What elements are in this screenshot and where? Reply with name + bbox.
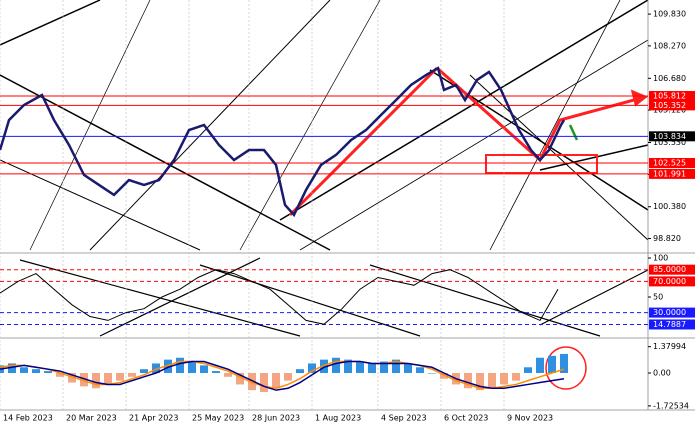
level-label: 101.991	[653, 169, 686, 178]
histogram-bar	[536, 357, 544, 373]
level-label: 14.7887	[653, 320, 686, 329]
histogram-bar	[212, 371, 220, 373]
x-tick-label: 4 Sep 2023	[381, 414, 427, 423]
histogram-bar	[236, 372, 244, 385]
histogram-bar	[152, 363, 160, 373]
histogram-bar	[8, 363, 16, 373]
histogram-bar	[404, 363, 412, 373]
y-tick-label: 98.820	[653, 234, 681, 243]
histogram-bar	[560, 353, 568, 373]
histogram-bar	[284, 372, 292, 381]
data-line	[0, 269, 559, 325]
level-label-box	[649, 158, 695, 169]
histogram-bar	[380, 361, 388, 373]
panel-frames	[0, 0, 695, 411]
histogram-bar	[464, 372, 472, 389]
x-tick-label: 20 Mar 2023	[66, 414, 117, 423]
level-label-box	[649, 90, 695, 101]
x-tick-label: 9 Nov 2023	[507, 414, 553, 423]
histogram-bar	[164, 359, 172, 373]
histogram-bar	[56, 372, 64, 377]
histogram-bar	[392, 359, 400, 373]
histogram-bar	[44, 371, 52, 373]
y-tick-label: -1.72534	[653, 401, 689, 410]
histogram-bar	[248, 372, 256, 391]
level-label: 103.834	[653, 132, 686, 141]
level-label: 85.0000	[653, 265, 686, 274]
histogram-bar	[416, 367, 424, 373]
histogram-bar	[260, 372, 268, 393]
level-label: 70.0000	[653, 277, 686, 286]
histogram-bar	[140, 369, 148, 373]
x-tick-label: 6 Oct 2023	[444, 414, 488, 423]
level-label-box	[649, 168, 695, 179]
indicator-line	[0, 360, 565, 391]
histogram-bar	[524, 367, 532, 373]
y-tick-label: 106.680	[653, 74, 686, 83]
histogram-bar	[320, 359, 328, 373]
histogram-bar	[296, 369, 304, 373]
histogram-bar	[176, 357, 184, 373]
y-tick-label: 108.270	[653, 41, 686, 50]
level-label-box	[649, 131, 695, 142]
y-tick-label: 100	[653, 254, 668, 263]
x-tick-label: 25 May 2023	[192, 414, 244, 423]
histogram-bar	[272, 372, 280, 389]
histogram-bar	[488, 372, 496, 389]
histogram-bar	[512, 372, 520, 381]
y-tick-label: 100.380	[653, 202, 686, 211]
histogram-bar	[68, 372, 76, 383]
data-line	[0, 66, 566, 218]
x-tick-label: 1 Aug 2023	[315, 414, 361, 423]
histogram-bar	[116, 372, 124, 381]
level-label-box	[649, 276, 695, 287]
histogram-bar	[368, 363, 376, 373]
y-tick-label: 1.37994	[653, 342, 686, 351]
histogram-bar	[332, 357, 340, 373]
histogram-bar	[32, 369, 40, 373]
histogram-bar	[224, 372, 232, 377]
x-tick-label: 21 Apr 2023	[129, 414, 178, 423]
histogram-bar	[548, 355, 556, 373]
annotations	[288, 66, 648, 390]
level-label: 30.0000	[653, 308, 686, 317]
histogram-bar	[92, 372, 100, 389]
level-label: 105.812	[653, 91, 686, 100]
histogram-bar	[356, 361, 364, 373]
level-label-box	[649, 307, 695, 318]
level-label: 102.525	[653, 159, 686, 168]
histogram-bar	[500, 372, 508, 385]
histogram-bar	[308, 363, 316, 373]
histogram-bar	[188, 361, 196, 373]
histogram-bar	[104, 372, 112, 385]
level-label-box	[649, 264, 695, 275]
histogram-bar	[476, 372, 484, 391]
y-tick-label: 0.00	[653, 368, 671, 377]
histogram-bar	[428, 372, 436, 374]
histogram-bar	[20, 367, 28, 373]
y-tick-label: 109.830	[653, 10, 686, 19]
grid: 14 Feb 2023 20 Mar 2023 21 Apr 2023 25 May …	[0, 0, 553, 423]
x-tick-label: 28 Jun 2023	[252, 414, 300, 423]
histogram-bar	[200, 365, 208, 373]
y-tick-label: 50	[653, 293, 663, 302]
x-tick-label: 14 Feb 2023	[3, 414, 53, 423]
histogram-bar	[80, 372, 88, 387]
level-label-box	[649, 100, 695, 111]
indicator-line	[0, 360, 565, 390]
level-label: 105.352	[653, 101, 686, 110]
histogram-bar	[440, 372, 448, 379]
histogram-bar	[128, 372, 136, 377]
histogram-bar	[344, 359, 352, 373]
y-tick-label: 103.530	[653, 138, 686, 147]
level-label-box	[649, 319, 695, 330]
